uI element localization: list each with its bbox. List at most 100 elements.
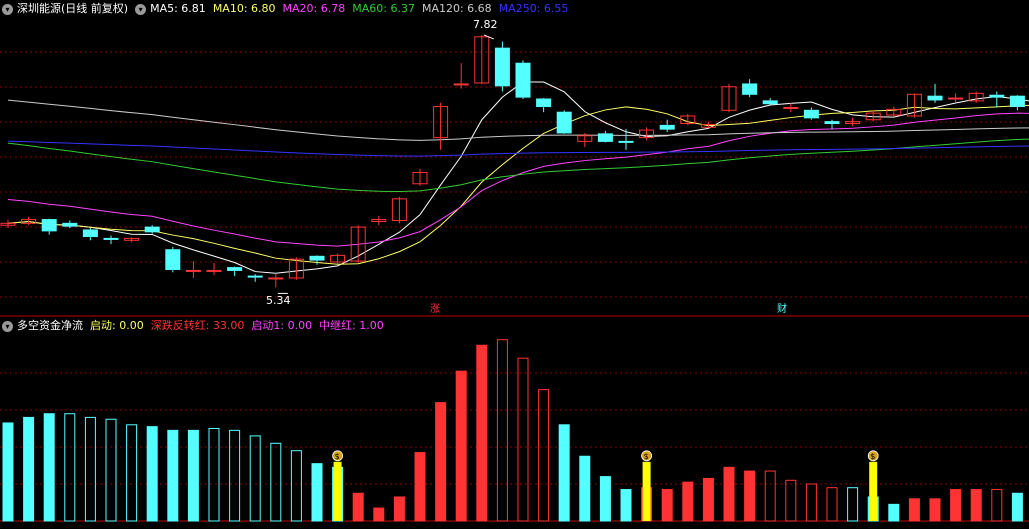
- signal-bar-1: [642, 461, 651, 521]
- candle-body-33: [680, 115, 696, 124]
- candle-body-27: [556, 111, 572, 134]
- candle-body-3: [62, 222, 78, 227]
- flow-bar-7: [146, 426, 158, 522]
- candle-body-30: [618, 140, 634, 143]
- candle-body-0: [0, 222, 16, 226]
- candle-body-40: [824, 121, 840, 124]
- flow-bar-0: [2, 422, 14, 522]
- candle-body-24: [494, 47, 510, 87]
- ma-indicator-2: MA20: 6.78: [282, 2, 346, 15]
- candle-body-7: [144, 226, 160, 233]
- candle-body-32: [659, 124, 675, 130]
- candle-body-18: [371, 219, 387, 222]
- candle-body-15: [309, 255, 325, 261]
- chevron-down-icon[interactable]: ▾: [2, 3, 13, 15]
- flow-bar-44: [908, 498, 920, 522]
- candle-body-6: [124, 237, 140, 241]
- candle-body-28: [577, 135, 593, 142]
- candle-body-42: [865, 112, 881, 121]
- flow-bar-33: [682, 481, 694, 522]
- flow-bar-37: [764, 470, 776, 522]
- annotations: 7.82 5.34: [266, 18, 498, 307]
- ma120-line: [7, 99, 1029, 141]
- flow-bar-15: [311, 463, 323, 522]
- candle-body-37: [762, 100, 778, 105]
- moving-average-lines: [7, 81, 1029, 274]
- money-bag-icon: [641, 450, 652, 462]
- flow-bar-23: [476, 344, 488, 522]
- candle-body-10: [206, 269, 222, 272]
- candle-body-43: [886, 108, 902, 116]
- candle-body-20: [412, 171, 428, 185]
- candle-body-34: [700, 123, 716, 128]
- ma-indicator-0: MA5: 6.81: [150, 2, 206, 15]
- candle-body-23: [474, 36, 490, 84]
- money-bag-icon: [867, 450, 879, 462]
- candle-body-35: [721, 86, 737, 111]
- flow-bar-8: [167, 429, 179, 522]
- flow-bar-11: [229, 429, 241, 522]
- candle-body-49: [1009, 95, 1025, 108]
- flow-bar-19: [393, 496, 405, 522]
- chevron-down-icon[interactable]: ▾: [2, 320, 13, 332]
- chevron-down-icon[interactable]: ▾: [135, 3, 147, 15]
- flow-bar-20: [414, 452, 426, 522]
- money-bag-icon-glyph: $: [870, 452, 875, 461]
- candle-body-26: [536, 98, 552, 108]
- ma-indicator-5: MA250: 6.55: [498, 2, 569, 15]
- flow-bar-38: [785, 479, 797, 522]
- ma10-line: [7, 104, 1029, 265]
- flow-bar-40: [826, 487, 838, 522]
- candle-body-25: [515, 62, 531, 98]
- flow-bar-35: [723, 466, 735, 522]
- candle-body-17: [350, 226, 366, 262]
- signal-bar-2: [869, 461, 878, 521]
- flow-bar-39: [805, 483, 817, 522]
- candle-body-46: [948, 97, 964, 100]
- candlesticks: [0, 34, 1025, 288]
- candle-body-16: [330, 254, 346, 263]
- flow-bar-48: [991, 489, 1003, 522]
- flow-bar-25: [517, 357, 529, 522]
- candle-body-29: [597, 133, 613, 142]
- flow-bar-10: [208, 428, 220, 522]
- event-marker-rise[interactable]: 涨: [430, 304, 440, 315]
- high-price-label: 7.82: [473, 18, 498, 31]
- flow-bar-21: [435, 402, 447, 522]
- candle-body-47: [968, 92, 984, 102]
- flow-bar-24: [496, 339, 508, 522]
- ma250-line: [7, 140, 1029, 157]
- event-marker-finance[interactable]: 财: [777, 304, 787, 315]
- candle-body-41: [845, 121, 861, 124]
- candle-body-12: [247, 275, 263, 278]
- flow-bar-9: [187, 429, 199, 522]
- flow-indicator-3: 中继红: 1.00: [319, 319, 384, 332]
- flow-bar-14: [290, 450, 302, 522]
- flow-indicator-1: 深跌反转红: 33.00: [150, 319, 245, 332]
- flow-bar-34: [702, 477, 714, 522]
- candle-body-1: [21, 219, 37, 224]
- flow-indicator-0: 启动: 0.00: [90, 319, 144, 332]
- low-price-label: 5.34: [266, 294, 291, 307]
- flow-bar-17: [352, 492, 364, 522]
- candle-body-38: [783, 106, 799, 109]
- flow-bar-36: [744, 470, 756, 522]
- flow-bar-47: [970, 489, 982, 522]
- flow-bar-22: [455, 370, 467, 522]
- signal-markers: $ $ $: [332, 450, 879, 521]
- candle-body-9: [185, 269, 201, 272]
- flow-bar-2: [43, 413, 55, 522]
- flow-bar-5: [105, 418, 117, 522]
- flow-indicators: 启动: 0.00 深跌反转红: 33.00 启动1: 0.00 中继红: 1.00: [90, 318, 384, 334]
- price-panel-title[interactable]: 深圳能源(日线 前复权): [17, 2, 129, 15]
- flow-indicator-2: 启动1: 0.00: [251, 319, 313, 332]
- money-bag-icon-glyph: $: [644, 452, 649, 461]
- flow-bar-1: [23, 416, 35, 522]
- flow-bar-4: [84, 416, 96, 522]
- flow-panel-title[interactable]: 多空资金净流: [17, 319, 83, 332]
- flow-bar-26: [538, 389, 550, 522]
- flow-bar-41: [847, 487, 859, 522]
- candle-body-22: [453, 83, 469, 86]
